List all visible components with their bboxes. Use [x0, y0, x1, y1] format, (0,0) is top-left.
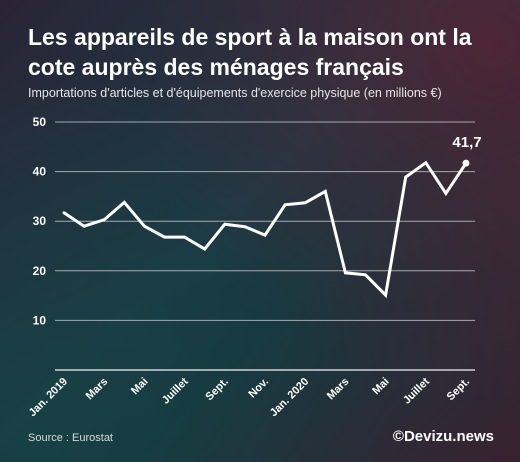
x-tick-label: Sept.	[203, 376, 231, 404]
series-layer: 41,7	[62, 134, 482, 299]
x-tick-label: Jan. 2019	[27, 376, 71, 420]
y-axis-ticks: 10 20 30 40 50	[33, 115, 47, 327]
x-tick-label: Nov.	[246, 376, 271, 401]
chart-title: Les appareils de sport à la maison ont l…	[28, 24, 472, 80]
brand-logo: ©Devizu.news	[392, 428, 494, 445]
x-tick-label: Mars	[84, 376, 111, 403]
last-point-marker	[462, 159, 470, 167]
x-tick-label: Sept.	[445, 376, 473, 404]
y-tick-label: 50	[33, 115, 47, 129]
x-tick-label: Mai	[370, 376, 391, 397]
y-tick-label: 20	[33, 264, 47, 278]
x-tick-label: Mars	[325, 376, 352, 403]
grid-layer	[55, 121, 475, 371]
series-line	[62, 160, 468, 299]
x-tick-label: Mai	[129, 376, 150, 397]
x-axis-ticks: Jan. 2019 Mars Mai Juillet Sept. Nov.Jan. 202…	[27, 375, 473, 419]
x-tick-label: Juillet	[401, 375, 432, 406]
y-tick-label: 10	[33, 313, 47, 327]
y-tick-label: 40	[33, 165, 47, 179]
last-value-label: 41,7	[452, 134, 481, 151]
source-note: Source : Eurostat	[28, 432, 113, 444]
x-tick-label: Juillet	[160, 375, 191, 406]
chart-subtitle: Importations d'articles et d'équipements…	[28, 86, 442, 100]
x-tick-label: Jan. 2020	[268, 376, 312, 420]
y-tick-label: 30	[33, 214, 47, 228]
